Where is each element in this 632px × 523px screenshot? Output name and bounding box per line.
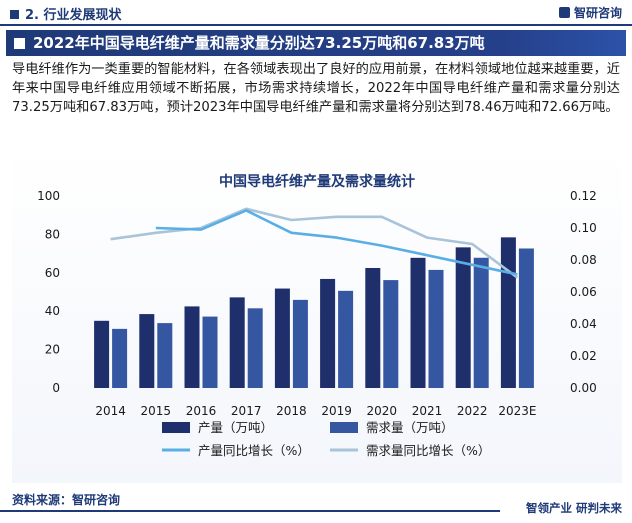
x-tick-label: 2018: [276, 404, 307, 418]
x-tick-label: 2023E: [498, 404, 536, 418]
x-tick-label: 2019: [321, 404, 352, 418]
y-right-tick-label: 0.06: [570, 285, 597, 299]
legend-label-demand-growth: 需求量同比增长（%）: [366, 443, 490, 458]
bar-production: [139, 314, 155, 388]
banner-square-icon: [14, 38, 25, 49]
y-right-tick-label: 0.12: [570, 189, 597, 203]
legend-label-production: 产量（万吨）: [198, 420, 273, 435]
chart-panel: 中国导电纤维产量及需求量统计 0 20 40 60 80 100 0.00 0.02 0.04 0.…: [12, 148, 622, 483]
section-title: 2. 行业发展现状: [10, 4, 122, 23]
x-tick-label: 2016: [186, 404, 217, 418]
y-right-tick-label: 0.08: [570, 253, 597, 267]
y-right-tick-label: 0.02: [570, 349, 597, 363]
legend-label-production-growth: 产量同比增长（%）: [198, 443, 310, 458]
legend-swatch-demand: [330, 422, 358, 433]
bar-production: [274, 288, 290, 388]
y-right-tick-label: 0.00: [570, 381, 597, 395]
bar-demand: [157, 323, 173, 388]
body-paragraph: 导电纤维作为一类重要的智能材料，在各领域表现出了良好的应用前景，在材料领域地位越…: [12, 62, 620, 115]
bar-demand: [473, 257, 489, 388]
y-right-tick-label: 0.04: [570, 317, 597, 331]
top-divider: [0, 24, 632, 26]
headline-text: 2022年中国导电纤维产量和需求量分别达73.25万吨和67.83万吨: [33, 34, 485, 52]
top-bar: 2. 行业发展现状 智研咨询: [0, 0, 632, 26]
headline-banner: 2022年中国导电纤维产量和需求量分别达73.25万吨和67.83万吨: [6, 30, 626, 56]
x-tick-label: 2020: [367, 404, 398, 418]
x-tick-label: 2017: [231, 404, 262, 418]
y-left-tick-label: 100: [37, 189, 60, 203]
bar-production: [365, 268, 381, 388]
bar-demand: [247, 308, 263, 388]
bar-production: [320, 278, 336, 388]
y-right-tick-label: 0.10: [570, 221, 597, 235]
bar-demand: [202, 316, 218, 388]
y-left-tick-label: 40: [45, 304, 60, 318]
bar-production: [500, 237, 516, 388]
bar-demand: [292, 299, 308, 388]
section-title-text: 2. 行业发展现状: [25, 8, 122, 23]
bar-production: [410, 257, 426, 388]
footer-divider: [0, 510, 500, 512]
y-left-tick-label: 80: [45, 227, 60, 241]
bar-production: [455, 247, 471, 388]
chart-svg: 中国导电纤维产量及需求量统计 0 20 40 60 80 100 0.00 0.02 0.04 0.…: [37, 173, 597, 458]
bar-demand: [338, 290, 354, 388]
x-tick-label: 2021: [412, 404, 443, 418]
legend-label-demand: 需求量（万吨）: [366, 420, 454, 435]
section-square-icon: [10, 10, 19, 19]
y-left-tick-label: 60: [45, 266, 60, 280]
bar-production: [229, 297, 245, 388]
y-left-tick-label: 20: [45, 343, 60, 357]
line-production-growth: [155, 209, 518, 276]
bar-demand: [112, 328, 128, 388]
brand-logo: 智研咨询: [558, 4, 622, 21]
bar-demand: [383, 280, 399, 388]
brand-icon: [558, 7, 570, 18]
bar-production: [184, 306, 200, 388]
bar-demand: [518, 248, 534, 388]
line-demand-growth: [110, 207, 519, 279]
x-tick-label: 2022: [457, 404, 488, 418]
chart-title: 中国导电纤维产量及需求量统计: [219, 173, 415, 190]
bar-demand: [428, 269, 444, 388]
footer-slogan: 智领产业 研判未来: [525, 501, 622, 515]
x-tick-label: 2014: [95, 404, 126, 418]
x-tick-label: 2015: [141, 404, 172, 418]
legend-swatch-production: [162, 422, 190, 433]
bar-production: [94, 320, 110, 388]
source-note: 资料来源：智研咨询: [12, 493, 121, 507]
y-left-tick-label: 0: [52, 381, 60, 395]
brand-name: 智研咨询: [573, 6, 622, 20]
